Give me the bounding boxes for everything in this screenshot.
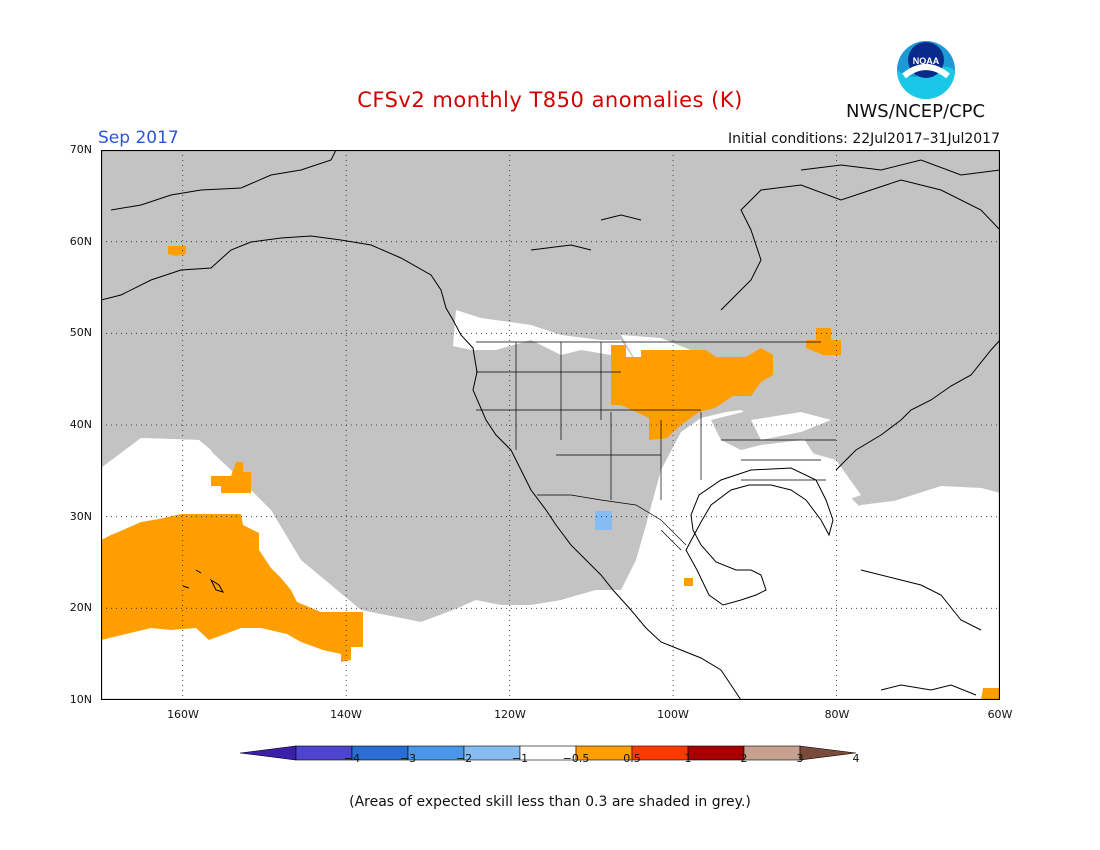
colorbar-tick-label: 0.5 (623, 752, 641, 765)
lat-label: 30N (69, 510, 92, 523)
colorbar (240, 745, 857, 761)
colorbar-tick-label: −4 (343, 752, 361, 765)
lon-label: 120W (494, 708, 526, 721)
low-skill-shading (101, 150, 1000, 622)
lon-label: 60W (987, 708, 1013, 721)
colorbar-segment (687, 745, 745, 761)
colorbar-tick-label: −2 (455, 752, 473, 765)
lat-label: 10N (69, 693, 92, 706)
lon-label: 140W (330, 708, 362, 721)
colorbar-tick-label: 4 (852, 752, 860, 765)
positive-anomaly-areas (101, 246, 1000, 700)
colorbar-tick-label: 2 (740, 752, 748, 765)
political-borders (476, 341, 836, 551)
lon-label: 80W (824, 708, 850, 721)
map-title: CFSv2 monthly T850 anomalies (K) (357, 88, 743, 112)
lat-label: 70N (69, 143, 92, 156)
lat-label: 60N (69, 235, 92, 248)
agency-label: NWS/NCEP/CPC (846, 101, 986, 122)
coastlines (101, 150, 1000, 700)
colorbar-min-arrow (240, 745, 297, 761)
colorbar-tick-label: −1 (511, 752, 529, 765)
lat-label: 20N (69, 601, 92, 614)
map-frame (101, 150, 1000, 700)
colorbar-segment (743, 745, 801, 761)
lon-label: 160W (167, 708, 199, 721)
noaa-logo: NOAA (897, 41, 955, 99)
initial-conditions-label: Initial conditions: 22Jul2017–31Jul2017 (727, 131, 1000, 147)
noaa-logo-text: NOAA (913, 56, 940, 66)
colorbar-max-arrow (799, 745, 857, 761)
footnote: (Areas of expected skill less than 0.3 a… (349, 794, 751, 810)
valid-month-label: Sep 2017 (98, 128, 179, 148)
colorbar-tick-label: 3 (796, 752, 804, 765)
negative-anomaly-area (595, 511, 612, 530)
lat-label: 50N (69, 326, 92, 339)
lat-label: 40N (69, 418, 92, 431)
colorbar-tick-label: 1 (684, 752, 692, 765)
lon-label: 100W (657, 708, 689, 721)
colorbar-tick-label: −0.5 (562, 752, 590, 765)
colorbar-tick-label: −3 (399, 752, 417, 765)
forecast-map (101, 150, 1000, 700)
graticule (101, 150, 1000, 700)
